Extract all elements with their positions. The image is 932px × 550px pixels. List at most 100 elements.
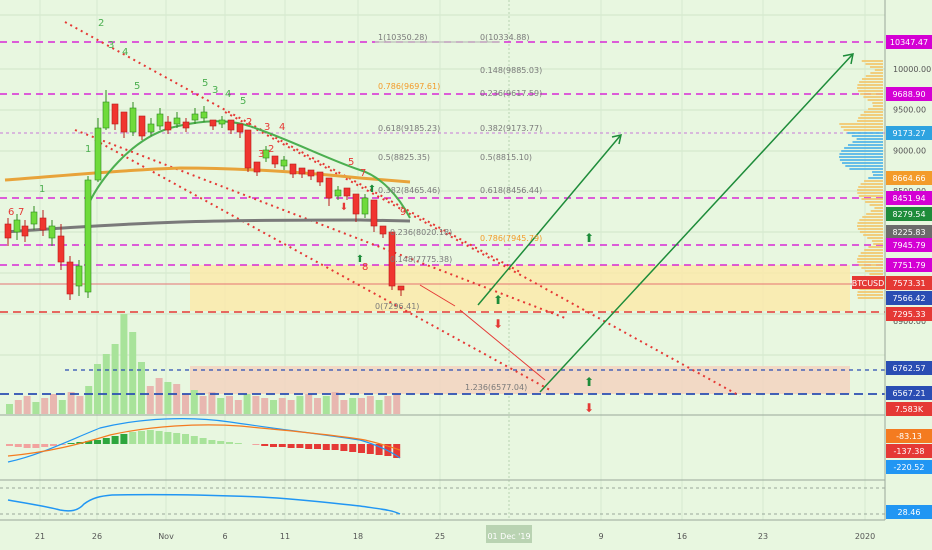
down-signal-2: ⬇ bbox=[584, 401, 594, 415]
price-label: 7.583K bbox=[895, 405, 924, 414]
volume-profile-bar bbox=[863, 96, 883, 98]
volume-bar bbox=[67, 392, 75, 414]
volume-profile-bar bbox=[872, 102, 883, 104]
macd-hist-bar bbox=[261, 444, 269, 446]
volume-bar bbox=[314, 398, 321, 414]
candle-body bbox=[30, 211, 38, 225]
price-label-bg bbox=[886, 291, 932, 305]
candle-body bbox=[343, 187, 351, 197]
macd-hist-bar bbox=[296, 444, 304, 448]
volume-profile-bar bbox=[849, 168, 883, 170]
fib-label: 0.236(9617.59) bbox=[480, 89, 542, 98]
candle-body bbox=[200, 111, 208, 119]
volume-profile-bar bbox=[868, 177, 883, 179]
wave-count: 4 bbox=[279, 122, 285, 133]
target-arrow-2 bbox=[539, 54, 853, 393]
volume-profile-bar bbox=[858, 264, 883, 266]
candle-body bbox=[262, 149, 270, 159]
price-label: 9688.90 bbox=[892, 90, 925, 99]
macd-panel bbox=[0, 414, 885, 463]
candle-body bbox=[334, 189, 342, 197]
candle-body bbox=[388, 231, 396, 287]
up-signal-4: ⬆ bbox=[368, 184, 376, 195]
macd-hist-bar bbox=[6, 444, 13, 446]
volume-profile-bar bbox=[852, 141, 883, 143]
volume-bar bbox=[14, 400, 22, 414]
volume-profile-bar bbox=[860, 252, 883, 254]
fib-label: 0.786(9697.61) bbox=[378, 82, 440, 91]
price-label-bg bbox=[886, 126, 932, 140]
symbol-badge bbox=[852, 276, 885, 289]
time-tick-label: 16 bbox=[677, 532, 687, 541]
volume-bar bbox=[287, 400, 295, 414]
macd-hist-bar bbox=[322, 444, 330, 450]
price-label-bg bbox=[886, 238, 932, 252]
candle-body bbox=[271, 155, 279, 165]
fib-label: 1.236(6577.04) bbox=[465, 383, 527, 392]
volume-profile-bar bbox=[868, 246, 883, 248]
volume-profile-bar bbox=[860, 183, 883, 185]
candle-body bbox=[57, 235, 65, 263]
candle-body bbox=[191, 113, 199, 121]
macd-hist-bar bbox=[287, 444, 295, 448]
time-tick-label: 23 bbox=[758, 532, 768, 541]
projection-arrow-1 bbox=[419, 284, 456, 307]
candle-body bbox=[21, 225, 29, 237]
volume-profile-bar bbox=[867, 99, 883, 101]
volume-profile-bar bbox=[864, 249, 883, 251]
candle-body bbox=[253, 161, 261, 173]
price-label-bg bbox=[886, 191, 932, 205]
volume-bar bbox=[50, 394, 57, 414]
macd-hist-bar bbox=[234, 443, 242, 444]
wave-count: 5 bbox=[134, 81, 140, 92]
wave-count: 9 bbox=[400, 207, 406, 218]
price-label: 9173.27 bbox=[892, 129, 925, 138]
price-label: 6567.21 bbox=[892, 389, 925, 398]
volume-profile-bar bbox=[859, 231, 883, 233]
candle-body bbox=[298, 167, 306, 175]
up-signal-1: ⬆ bbox=[584, 231, 594, 245]
macd-axis-labels: -83.13 -137.38 -220.52 bbox=[886, 429, 932, 474]
volume-profile-bar bbox=[858, 195, 883, 197]
volume-profile-bar bbox=[869, 66, 883, 68]
volume-profile-bar bbox=[847, 144, 883, 146]
price-axis[interactable]: 10000.009500.009000.008500.007200.006900… bbox=[852, 0, 932, 520]
macd-hist-bar bbox=[58, 444, 66, 445]
volume-profile-bar bbox=[839, 123, 883, 125]
price-label: 7295.33 bbox=[892, 310, 925, 319]
signal-line bbox=[7, 424, 401, 457]
fib-label: 1(10350.28) bbox=[378, 33, 428, 42]
time-tick-label: 21 bbox=[35, 532, 45, 541]
candle-body bbox=[102, 101, 110, 129]
volume-profile-bar bbox=[873, 174, 883, 176]
price-tick-label: 9500.00 bbox=[893, 106, 926, 115]
wave-count: 5 bbox=[240, 96, 246, 107]
macd-hist-bar bbox=[314, 444, 321, 449]
price-label: 7573.31 bbox=[892, 279, 925, 288]
support-zones bbox=[190, 265, 850, 394]
fib-label: 0(10334.88) bbox=[480, 33, 530, 42]
fib-label: 0.5(8815.10) bbox=[480, 153, 532, 162]
volume-profile-bar bbox=[865, 63, 883, 65]
macd-label: -83.13 bbox=[896, 432, 922, 441]
channel-upper bbox=[64, 21, 521, 273]
time-tick-label: 01 Dec '19 bbox=[487, 532, 530, 541]
volume-bar bbox=[234, 400, 242, 414]
macd-hist-bar bbox=[14, 444, 22, 447]
macd-label-bg bbox=[886, 429, 932, 443]
time-axis[interactable]: 21 26 Nov 6 11 18 25 01 Dec '19 9 16 23 2020 bbox=[0, 519, 932, 550]
volume-bar bbox=[120, 314, 128, 414]
volume-profile-bar bbox=[839, 156, 883, 158]
wave-count: 3 bbox=[212, 85, 218, 96]
candle-body bbox=[280, 159, 288, 167]
price-axis-labels: 10347.47 9688.90 9173.27 8664.66 8451.94 8279… bbox=[886, 35, 932, 416]
volume-profile-bar bbox=[871, 240, 883, 242]
volume-profile-bar bbox=[857, 225, 883, 227]
macd-label-bg bbox=[886, 444, 932, 458]
macd-hist-bar bbox=[111, 436, 119, 444]
volume-bar bbox=[322, 396, 330, 414]
volume-profile-bar bbox=[857, 90, 883, 92]
rsi-label: 28.46 bbox=[898, 508, 921, 517]
candle-body bbox=[182, 121, 190, 129]
